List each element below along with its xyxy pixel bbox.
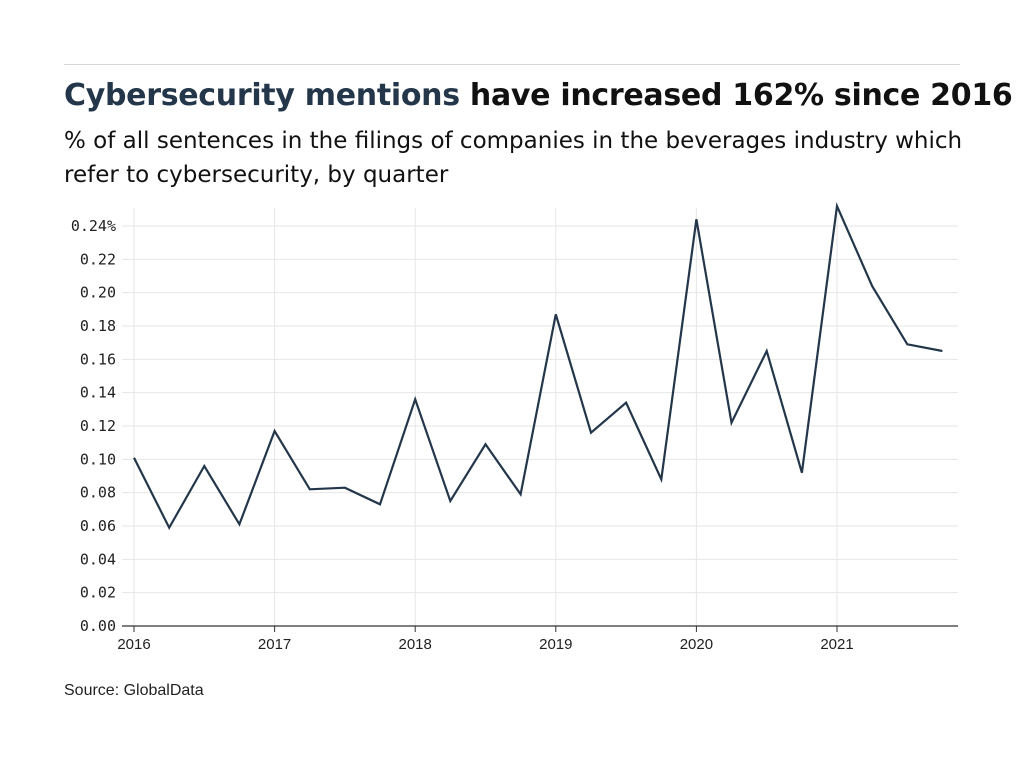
data-point xyxy=(519,492,523,496)
data-point xyxy=(273,429,277,433)
y-axis-ticks: 0.00 0.02 0.04 0.06 0.08 0.10 0.12 0.14 0.16 0.18… xyxy=(71,217,116,635)
data-point xyxy=(905,342,909,346)
data-point xyxy=(132,456,136,460)
data-point xyxy=(484,442,488,446)
title-rest: have increased 162% since 2016 xyxy=(459,78,1013,113)
data-point xyxy=(448,499,452,503)
data-point xyxy=(378,502,382,506)
x-tick-label: 2017 xyxy=(258,636,291,653)
y-tick-label: 0.08 xyxy=(80,484,116,502)
data-point xyxy=(800,471,804,475)
data-point xyxy=(308,487,312,491)
top-rule xyxy=(64,64,960,65)
x-tick-label: 2016 xyxy=(117,636,150,653)
y-tick-label: 0.10 xyxy=(80,450,116,468)
y-tick-label: 0.20 xyxy=(80,284,116,302)
x-axis-ticks: 2016 2017 2018 2019 2020 2021 xyxy=(117,626,854,653)
y-tick-label: 0.02 xyxy=(80,584,116,602)
x-tick-label: 2021 xyxy=(820,636,853,653)
y-tick-label: 0.04 xyxy=(80,550,116,568)
data-point xyxy=(870,284,874,288)
data-point xyxy=(343,486,347,490)
x-tick-label: 2018 xyxy=(399,636,432,653)
data-point xyxy=(554,312,558,316)
data-point xyxy=(659,477,663,481)
series-line xyxy=(133,201,943,531)
data-point xyxy=(167,526,171,530)
y-tick-label: 0.00 xyxy=(80,617,116,635)
data-point xyxy=(835,204,839,208)
y-tick-label: 0.22 xyxy=(80,250,116,268)
data-point xyxy=(413,397,417,401)
x-tick-label: 2019 xyxy=(539,636,572,653)
chart-title: Cybersecurity mentions have increased 16… xyxy=(64,78,1013,113)
source-note: Source: GlobalData xyxy=(64,682,204,699)
data-point xyxy=(624,401,628,405)
grid-lines xyxy=(122,208,958,626)
data-point xyxy=(730,421,734,425)
data-point xyxy=(237,522,241,526)
data-point xyxy=(765,349,769,353)
y-tick-label: 0.06 xyxy=(80,517,116,535)
y-tick-label: 0.18 xyxy=(80,317,116,335)
data-point xyxy=(694,217,698,221)
y-tick-label: 0.24% xyxy=(71,217,116,235)
title-highlight: Cybersecurity mentions xyxy=(64,78,460,113)
series-group xyxy=(132,201,944,531)
y-tick-label: 0.14 xyxy=(80,384,116,402)
y-tick-label: 0.16 xyxy=(80,350,116,368)
data-point xyxy=(202,464,206,468)
chart-subtitle: % of all sentences in the filings of com… xyxy=(64,128,963,188)
data-point xyxy=(940,349,944,353)
y-tick-label: 0.12 xyxy=(80,417,116,435)
data-point xyxy=(589,431,593,435)
x-tick-label: 2020 xyxy=(680,636,713,653)
